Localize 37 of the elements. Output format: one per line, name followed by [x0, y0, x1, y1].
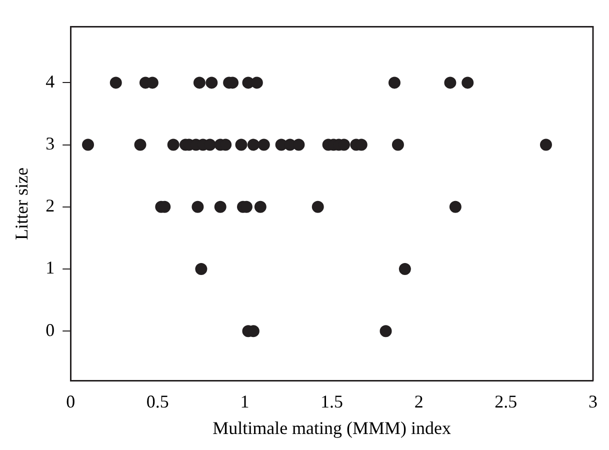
point: [82, 138, 94, 151]
x-axis-title: Multimale mating (MMM) index: [212, 418, 452, 438]
y-tick-label: 3: [46, 134, 55, 154]
point: [312, 200, 324, 213]
point: [192, 200, 204, 213]
x-tick-label: 0: [66, 391, 76, 412]
point: [167, 138, 180, 151]
x-tick-label: 1.5: [320, 391, 344, 412]
point: [392, 138, 404, 151]
y-tick-label: 4: [46, 71, 55, 92]
point: [258, 138, 270, 151]
x-tick-label: 2.5: [494, 391, 518, 412]
point: [449, 200, 462, 213]
point: [110, 76, 122, 89]
point: [398, 263, 411, 276]
x-tick-label: 2: [414, 391, 424, 412]
x-tick-label: 1: [240, 391, 250, 412]
y-tick-label: 0: [46, 320, 55, 340]
x-tick-label: 3: [588, 391, 598, 412]
point: [380, 325, 392, 338]
y-axis-title: Litter size: [12, 168, 32, 240]
point: [195, 263, 208, 276]
point: [254, 200, 266, 213]
y-tick-label: 2: [46, 196, 55, 216]
x-tick-label: 0.5: [146, 391, 169, 412]
point: [292, 138, 305, 151]
point: [214, 200, 226, 213]
point: [206, 76, 218, 89]
point: [193, 76, 206, 89]
point: [134, 138, 146, 151]
point: [247, 138, 260, 151]
point: [540, 138, 552, 151]
point: [235, 138, 248, 151]
point: [462, 76, 474, 89]
point: [388, 76, 400, 89]
y-tick-label: 1: [46, 258, 55, 278]
point: [444, 76, 456, 89]
